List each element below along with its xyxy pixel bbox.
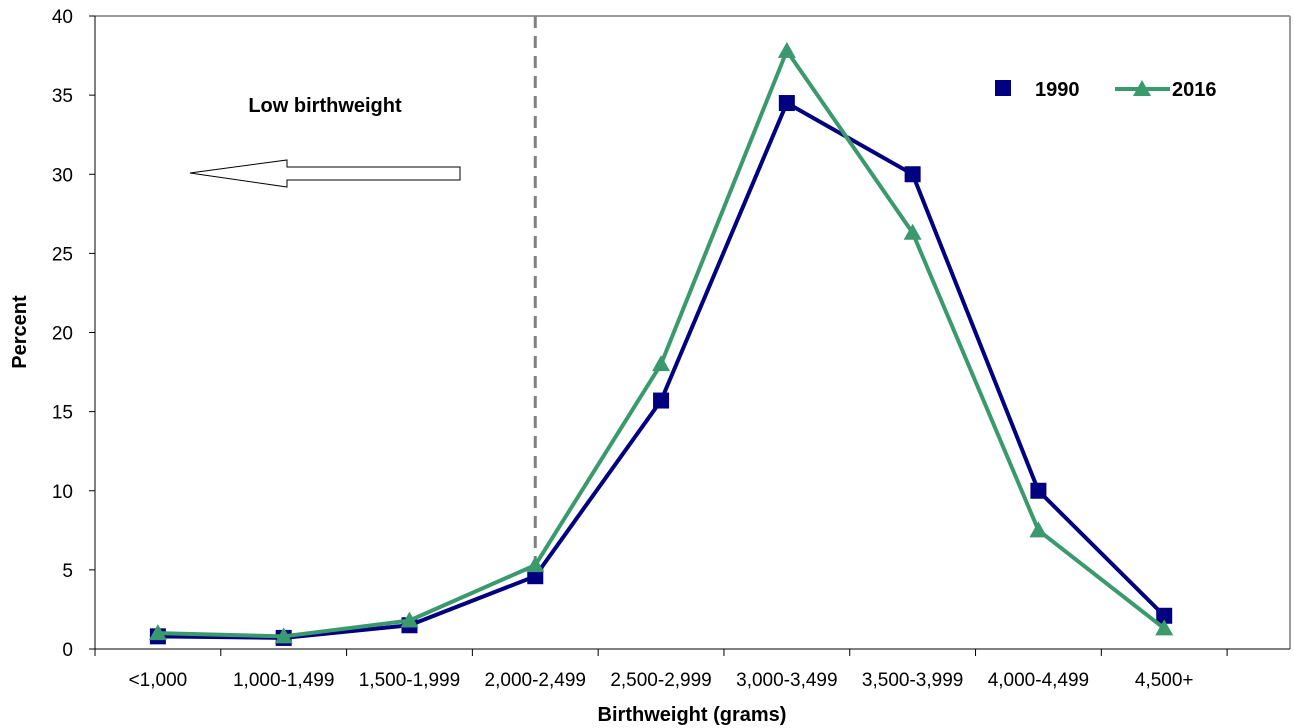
y-tick-label: 5: [62, 561, 73, 582]
x-tick-label: 1,500-1,999: [359, 670, 460, 691]
x-axis-label: Birthweight (grams): [598, 704, 787, 726]
series-line-2016: [157, 48, 1166, 639]
x-tick-label: 3,000-3,499: [736, 670, 837, 691]
x-ticks: <1,000 1,000-1,499 1,500-1,999 2,000-2,499 2…: [94, 649, 1228, 691]
data-point-1990: [653, 392, 670, 409]
data-point-2016: [777, 41, 796, 58]
series-layer: [148, 41, 1174, 646]
data-point-1990: [527, 568, 544, 585]
legend-label-2016: 2016: [1172, 79, 1217, 101]
x-tick-label: 3,500-3,999: [862, 670, 963, 691]
data-point-2016: [274, 627, 293, 644]
data-point-1990: [1156, 607, 1173, 624]
legend-label-1990: 1990: [1035, 79, 1080, 101]
low-birthweight-annotation: Low birthweight: [248, 95, 402, 117]
legend-marker-1990: [995, 80, 1011, 96]
y-tick-label: 25: [52, 244, 73, 265]
left-arrow-icon: [189, 159, 461, 188]
x-tick-label: 4,000-4,499: [988, 670, 1089, 691]
y-ticks: 0 5 10 15 20 25 30 35 40: [52, 7, 95, 661]
legend-marker-2016: [1133, 80, 1151, 96]
x-tick-label: 2,000-2,499: [485, 670, 586, 691]
y-tick-label: 20: [52, 324, 73, 345]
x-tick-label: 1,000-1,499: [233, 670, 334, 691]
y-tick-label: 30: [52, 165, 73, 186]
data-point-2016: [526, 556, 545, 573]
y-tick-label: 40: [52, 7, 73, 28]
series-2016: [148, 41, 1174, 644]
legend: 1990 2016: [995, 79, 1217, 101]
data-point-1990: [1030, 482, 1047, 499]
data-point-2016: [652, 355, 671, 372]
y-tick-label: 15: [52, 403, 73, 424]
data-point-1990: [904, 166, 921, 183]
data-point-2016: [400, 611, 419, 628]
data-point-2016: [1155, 619, 1174, 636]
y-tick-label: 10: [52, 482, 73, 503]
y-axis-label: Percent: [9, 295, 31, 369]
y-tick-label: 0: [62, 640, 73, 661]
y-tick-label: 35: [52, 86, 73, 107]
x-tick-label: 4,500+: [1135, 670, 1194, 691]
data-point-1990: [778, 95, 795, 112]
data-point-2016: [148, 624, 167, 641]
x-tick-label: <1,000: [129, 670, 188, 691]
data-point-2016: [1029, 521, 1048, 538]
data-point-2016: [903, 223, 922, 240]
x-tick-label: 2,500-2,999: [610, 670, 711, 691]
